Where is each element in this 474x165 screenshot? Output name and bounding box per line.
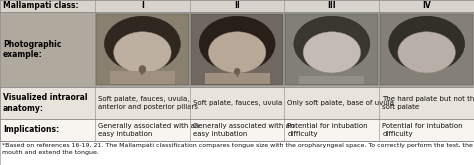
Bar	[0, 12, 474, 87]
Bar	[205, 73, 270, 84]
Ellipse shape	[303, 32, 361, 73]
Bar	[0, 0, 474, 12]
Ellipse shape	[209, 32, 266, 73]
Bar	[0, 87, 474, 119]
Ellipse shape	[389, 16, 465, 71]
Ellipse shape	[234, 68, 240, 75]
Text: Mallampati class:: Mallampati class:	[3, 1, 79, 11]
Text: *Based on references 16-19, 21. The Mallampati classification compares tongue si: *Based on references 16-19, 21. The Mall…	[2, 143, 474, 155]
Ellipse shape	[114, 32, 171, 73]
Text: IV: IV	[422, 1, 431, 11]
Bar	[300, 77, 365, 84]
Bar	[96, 14, 189, 85]
Text: Generally associated with an
easy intubation: Generally associated with an easy intuba…	[193, 123, 294, 137]
Text: Only soft palate, base of uvula: Only soft palate, base of uvula	[288, 100, 394, 106]
Text: Potential for intubation
difficulty: Potential for intubation difficulty	[382, 123, 463, 137]
Text: I: I	[141, 1, 144, 11]
Bar	[380, 14, 473, 85]
Text: The hard palate but not the
soft palate: The hard palate but not the soft palate	[382, 96, 474, 110]
Bar	[110, 71, 175, 84]
Text: II: II	[234, 1, 240, 11]
Text: Visualized intraoral
anatomy:: Visualized intraoral anatomy:	[3, 93, 88, 113]
Text: Soft palate, fauces, uvula,
anterior and posterior pillars: Soft palate, fauces, uvula, anterior and…	[98, 96, 198, 110]
Bar	[0, 119, 474, 141]
Ellipse shape	[398, 32, 456, 73]
Text: Photographic
example:: Photographic example:	[3, 40, 61, 59]
Text: Potential for intubation
difficulty: Potential for intubation difficulty	[288, 123, 368, 137]
Text: Implications:: Implications:	[3, 126, 59, 134]
Text: Soft palate, fauces, uvula: Soft palate, fauces, uvula	[193, 100, 282, 106]
Ellipse shape	[199, 16, 275, 71]
Ellipse shape	[294, 16, 370, 71]
Ellipse shape	[104, 16, 181, 71]
Ellipse shape	[139, 65, 146, 74]
Text: III: III	[328, 1, 336, 11]
Bar	[191, 14, 283, 85]
Bar	[285, 14, 378, 85]
Text: Generally associated with an
easy intubation: Generally associated with an easy intuba…	[98, 123, 200, 137]
